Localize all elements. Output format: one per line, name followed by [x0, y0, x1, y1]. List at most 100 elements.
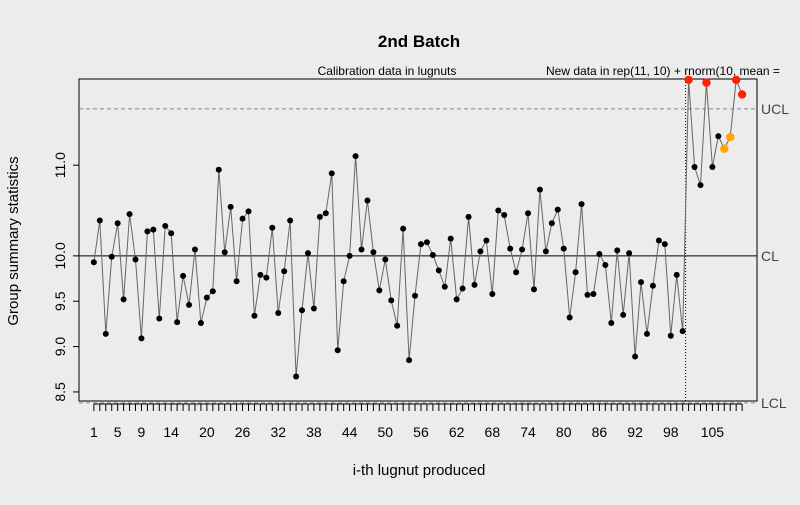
calibration-point — [304, 250, 311, 257]
calibration-point — [287, 217, 294, 224]
calibration-point — [120, 296, 127, 303]
calibration-point — [649, 282, 656, 289]
calibration-point — [352, 153, 359, 160]
calibration-point — [423, 239, 430, 246]
calibration-point — [299, 307, 306, 314]
calibration-point — [358, 246, 365, 253]
calibration-point — [328, 170, 335, 177]
calibration-point — [156, 315, 163, 322]
calibration-point — [530, 286, 537, 293]
calibration-point — [519, 246, 526, 253]
calibration-point — [548, 220, 555, 227]
x-tick-label: 68 — [485, 424, 501, 440]
calibration-point — [334, 347, 341, 354]
calibration-point — [215, 166, 222, 173]
calibration-point — [495, 207, 502, 214]
calibration-point — [376, 287, 383, 294]
calibration-point — [673, 271, 680, 278]
calibration-point — [96, 217, 103, 224]
calibration-point — [417, 241, 424, 248]
calibration-point — [209, 288, 216, 295]
calibration-point — [257, 271, 264, 278]
calibration-point — [578, 201, 585, 208]
calibration-point — [614, 247, 621, 254]
calibration-point — [453, 296, 460, 303]
calibration-point — [132, 256, 139, 263]
calibration-point — [191, 246, 198, 253]
calibration-point — [554, 206, 561, 213]
calibration-point — [316, 213, 323, 220]
x-tick-label: 14 — [163, 424, 179, 440]
calibration-point — [150, 226, 157, 233]
calibration-point — [227, 203, 234, 210]
calibration-point — [388, 297, 395, 304]
x-tick-label: 50 — [378, 424, 394, 440]
x-tick-label: 105 — [701, 424, 725, 440]
calibration-point — [471, 281, 478, 288]
calibration-point — [174, 319, 181, 326]
calibration-point — [590, 290, 597, 297]
x-tick-label: 20 — [199, 424, 215, 440]
calibration-point — [400, 225, 407, 232]
calibration-point — [90, 259, 97, 266]
calibration-point — [180, 272, 187, 279]
calibration-point — [322, 210, 329, 217]
x-tick-label: 26 — [235, 424, 251, 440]
calibration-point — [269, 224, 276, 231]
calibration-point — [370, 249, 377, 256]
x-tick-label: 80 — [556, 424, 572, 440]
series-line — [93, 79, 743, 377]
y-tick-label: 9.5 — [52, 291, 68, 311]
new-data-point — [702, 78, 711, 87]
calibration-point — [602, 261, 609, 268]
calibration-point — [406, 357, 413, 364]
calibration-point — [566, 314, 573, 321]
new-data-point — [697, 182, 704, 189]
calibration-point — [525, 210, 532, 217]
y-tick-label: 10.0 — [52, 242, 68, 269]
y-tick-label: 8.5 — [52, 382, 68, 402]
x-tick-label: 38 — [306, 424, 322, 440]
calibration-point — [477, 248, 484, 255]
x-tick-label: 1 — [90, 424, 98, 440]
calibration-point — [620, 311, 627, 318]
calibration-point — [394, 322, 401, 329]
calibration-point — [310, 305, 317, 312]
calibration-point — [263, 274, 270, 281]
x-tick-label: 56 — [413, 424, 429, 440]
calibration-point — [655, 237, 662, 244]
calibration-point — [126, 211, 133, 218]
new-data-point — [709, 163, 716, 170]
calibration-point — [507, 245, 514, 252]
new-data-point — [715, 133, 722, 140]
chart-title: 2nd Batch — [378, 32, 460, 51]
new-data-point — [684, 75, 693, 85]
calibration-point — [108, 253, 115, 260]
calibration-point — [197, 319, 204, 326]
calibration-point — [114, 220, 121, 227]
calibration-point — [584, 291, 591, 298]
calibration-point — [233, 278, 240, 285]
calibration-label: Calibration data in lugnuts — [318, 64, 457, 78]
new-data-point — [691, 163, 698, 170]
calibration-point — [536, 186, 543, 193]
calibration-point — [245, 208, 252, 215]
new-data-point — [726, 132, 735, 142]
lcl-label: LCL — [761, 395, 787, 411]
new-data-point — [737, 90, 747, 99]
y-tick-label: 11.0 — [52, 152, 68, 178]
calibration-point — [382, 256, 389, 263]
calibration-point — [465, 213, 472, 220]
x-tick-label: 62 — [449, 424, 465, 440]
ucl-label: UCL — [761, 101, 789, 117]
calibration-point — [275, 310, 282, 317]
new-data-label: New data in rep(11, 10) + rnorm(10, mean… — [546, 64, 780, 78]
y-tick-label: 9.0 — [52, 337, 68, 357]
calibration-point — [441, 283, 448, 290]
calibration-point — [489, 290, 496, 297]
x-tick-label: 44 — [342, 424, 358, 440]
calibration-point — [608, 319, 615, 326]
x-tick-label: 5 — [114, 424, 122, 440]
